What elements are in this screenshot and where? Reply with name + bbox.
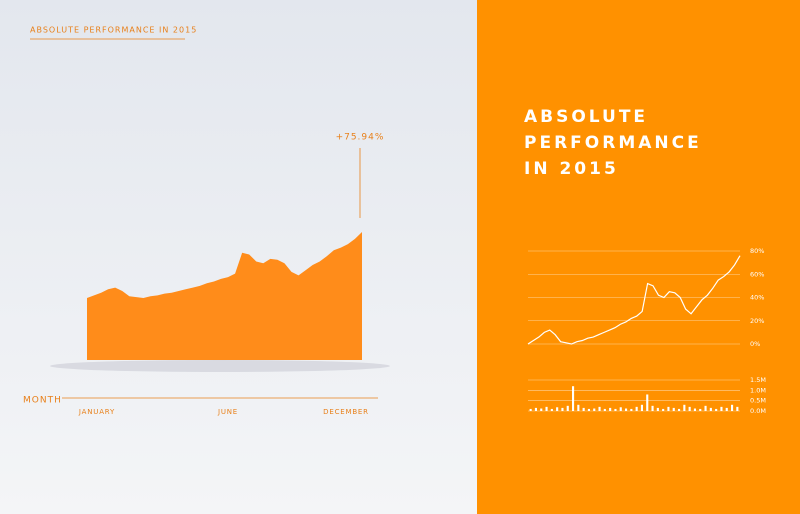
bar — [550, 408, 553, 411]
bar — [693, 408, 697, 411]
x-tick-label: JUNE — [217, 408, 238, 416]
bar — [640, 404, 644, 411]
y-tick-label: 20% — [750, 317, 764, 325]
bar — [582, 407, 585, 411]
bar — [635, 406, 638, 411]
bar — [619, 407, 622, 411]
bar — [603, 408, 606, 411]
y-tick-label: 0% — [750, 340, 760, 348]
right-panel — [477, 0, 800, 514]
bar — [677, 408, 681, 411]
y-tick-label: 60% — [750, 270, 764, 278]
y-tick-label: 80% — [750, 247, 764, 255]
bar — [529, 408, 532, 411]
area — [87, 232, 362, 360]
bar — [571, 386, 575, 411]
bar — [561, 407, 564, 411]
bar — [715, 408, 718, 411]
bar — [667, 406, 670, 411]
bar — [630, 408, 633, 411]
bar — [556, 407, 559, 411]
x-label: MONTH — [23, 396, 62, 406]
x-tick-label: DECEMBER — [323, 408, 369, 416]
bar — [720, 406, 723, 411]
bar — [646, 394, 649, 411]
bar — [736, 406, 739, 411]
bar — [704, 405, 707, 411]
bar — [688, 406, 691, 411]
bar — [614, 408, 617, 411]
bar — [587, 408, 591, 411]
bar — [672, 407, 675, 411]
bar — [683, 404, 686, 411]
bar — [598, 406, 601, 411]
bar — [593, 408, 596, 411]
y-tick-label: 1.0M — [750, 386, 766, 394]
annotation: +75.94% — [336, 133, 385, 143]
bar — [662, 408, 665, 411]
line — [527, 255, 741, 345]
bar — [699, 408, 702, 411]
bar — [577, 404, 580, 411]
bar — [540, 408, 543, 411]
bar — [651, 405, 654, 411]
bar — [725, 407, 728, 411]
bar — [656, 407, 659, 411]
bar — [730, 404, 734, 411]
y-tick-label: 1.5M — [750, 376, 766, 384]
title: ABSOLUTE PERFORMANCE IN 2015 — [524, 107, 702, 179]
bar — [709, 407, 712, 411]
bar — [609, 407, 612, 411]
y-tick-label: 0.0M — [750, 407, 766, 415]
bar — [624, 408, 628, 411]
heading: ABSOLUTE PERFORMANCE IN 2015 — [30, 26, 197, 35]
y-tick-label: 0.5M — [750, 397, 766, 405]
x-tick-label: JANUARY — [78, 408, 115, 416]
bar — [545, 406, 548, 411]
left-panel — [0, 0, 477, 514]
y-tick-label: 40% — [750, 294, 764, 302]
bar — [566, 405, 569, 411]
bar — [534, 407, 538, 411]
shadow — [50, 360, 390, 372]
